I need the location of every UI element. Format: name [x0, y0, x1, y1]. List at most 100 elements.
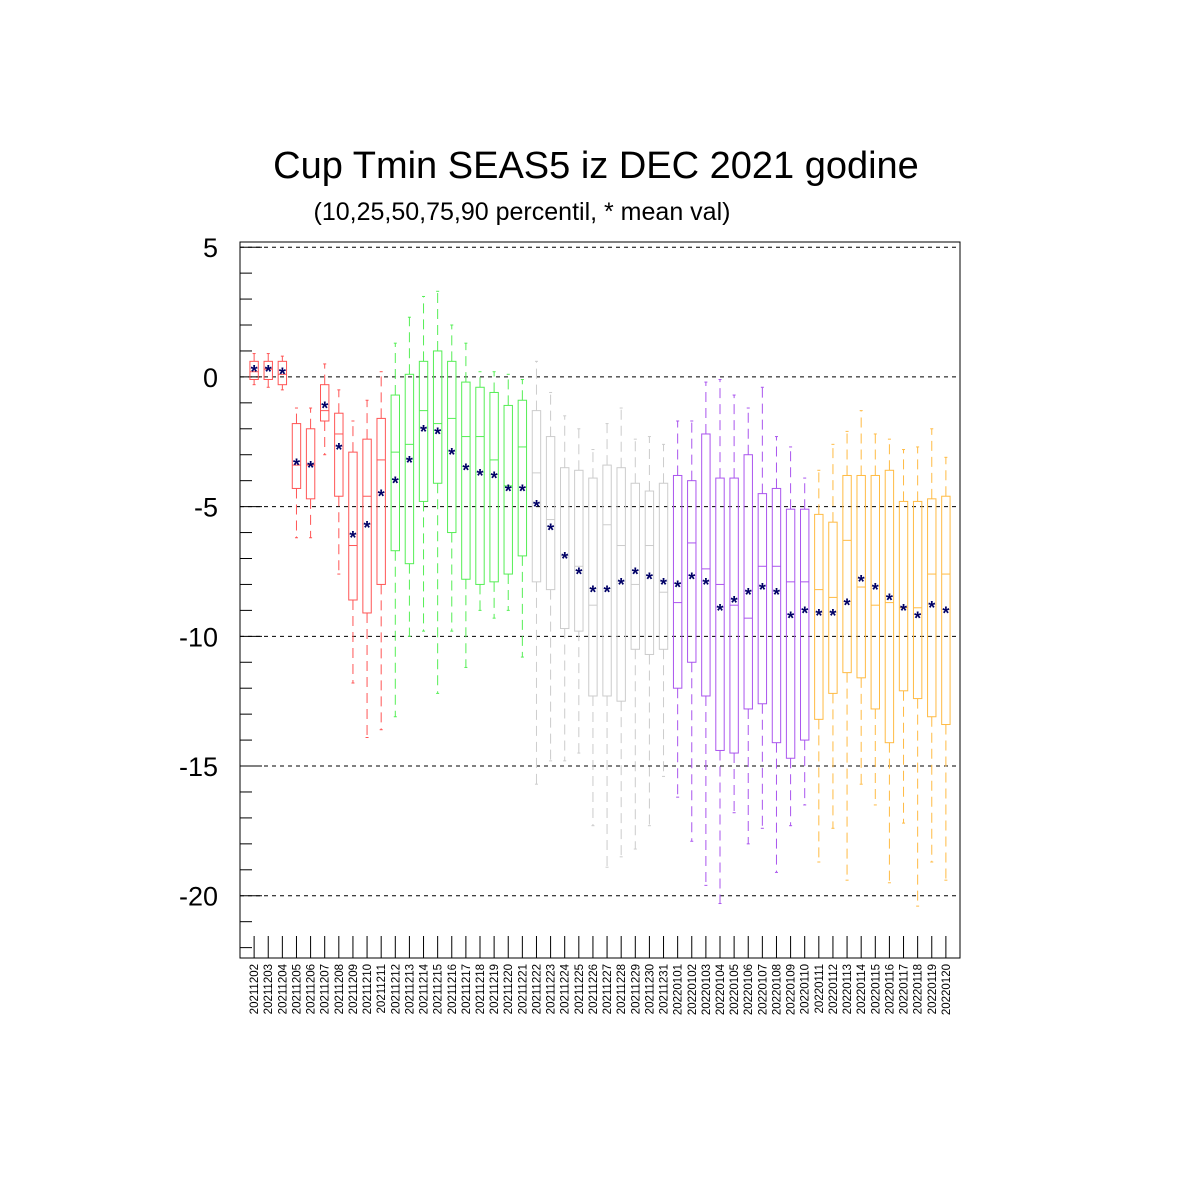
- iqr-box: [588, 477, 598, 697]
- x-tick-label: 20220118: [913, 964, 925, 1014]
- mean-marker: *: [731, 593, 738, 613]
- box-20220119: [927, 428, 937, 863]
- x-tick-label: 20220104: [715, 963, 727, 1015]
- box-20220112: [828, 443, 838, 829]
- iqr-box: [800, 508, 810, 741]
- iqr-box: [574, 469, 584, 632]
- mean-marker: *: [928, 598, 935, 618]
- plot-frame: [239, 241, 961, 959]
- iqr-box: [856, 474, 866, 679]
- mean-marker: *: [434, 424, 441, 444]
- iqr-box: [277, 360, 288, 386]
- mean-marker: *: [392, 474, 399, 494]
- box-20220105: [729, 394, 739, 814]
- iqr-box: [432, 350, 443, 484]
- x-tick-label: 20211225: [574, 964, 586, 1014]
- iqr-box: [658, 482, 669, 650]
- iqr-box: [743, 454, 753, 710]
- x-tick-label: 20211231: [659, 964, 671, 1014]
- iqr-box: [715, 477, 725, 751]
- iqr-box: [348, 451, 358, 601]
- box-20220120: [941, 456, 951, 881]
- iqr-box: [320, 384, 330, 422]
- mean-marker: *: [519, 481, 526, 501]
- box-20211220: [503, 373, 513, 611]
- mean-marker: *: [321, 398, 328, 418]
- iqr-box: [729, 477, 739, 754]
- x-tick-label: 20220114: [856, 963, 868, 1014]
- x-tick-label: 20220105: [729, 964, 741, 1015]
- iqr-box: [503, 404, 513, 575]
- box-20211215: [432, 290, 443, 694]
- box-20211211: [376, 371, 386, 731]
- box-20211216: [447, 324, 457, 632]
- iqr-box: [912, 500, 923, 700]
- box-20220115: [870, 433, 880, 806]
- box-20211230: [644, 436, 655, 827]
- x-tick-label: 20211227: [602, 964, 614, 1014]
- box-20220108: [771, 436, 782, 873]
- box-20220118: [912, 446, 923, 907]
- box-20211217: [461, 342, 471, 668]
- mean-marker: *: [618, 575, 625, 595]
- iqr-box: [898, 500, 909, 692]
- box-20211219: [489, 371, 499, 619]
- x-axis: 20211202 20211203 20211204 20211205 20211206…: [249, 936, 953, 1015]
- iqr-box: [672, 474, 683, 689]
- x-tick-label: 20211230: [644, 964, 656, 1014]
- x-tick-label: 20220119: [927, 964, 939, 1014]
- mean-marker: *: [660, 575, 667, 595]
- box-20211210: [362, 399, 372, 738]
- iqr-box: [390, 394, 400, 552]
- mean-marker: *: [265, 362, 272, 382]
- x-tick-label: 20211218: [475, 964, 487, 1014]
- x-tick-label: 20211210: [362, 964, 374, 1014]
- box-20211221: [517, 378, 528, 658]
- x-tick-label: 20220107: [757, 964, 769, 1015]
- mean-marker: *: [589, 583, 596, 603]
- y-tick-label: -5: [194, 493, 218, 523]
- x-tick-label: 20220120: [941, 964, 953, 1015]
- mean-marker: *: [914, 609, 921, 629]
- box-20220106: [743, 407, 753, 845]
- box-20220110: [800, 477, 810, 806]
- iqr-box: [602, 464, 612, 697]
- mean-marker: *: [378, 487, 385, 507]
- x-tick-label: 20211217: [461, 964, 473, 1014]
- x-tick-label: 20211216: [447, 964, 459, 1014]
- x-tick-label: 20211226: [588, 964, 600, 1014]
- x-tick-label: 20220102: [687, 964, 699, 1015]
- y-tick-label: -15: [179, 752, 218, 782]
- iqr-box: [461, 381, 471, 580]
- x-tick-label: 20211207: [320, 964, 332, 1014]
- box-20211231: [658, 443, 669, 777]
- mean-marker: *: [491, 468, 498, 488]
- box-20211206: [305, 407, 316, 539]
- x-tick-label: 20211208: [334, 964, 346, 1014]
- x-tick-label: 20211204: [277, 963, 289, 1014]
- iqr-box: [475, 386, 485, 585]
- x-tick-label: 20220103: [701, 964, 713, 1015]
- box-20211212: [390, 342, 400, 718]
- x-tick-label: 20211211: [376, 964, 388, 1013]
- mean-marker: *: [420, 422, 427, 442]
- mean-marker: *: [561, 549, 568, 569]
- iqr-box: [545, 436, 556, 591]
- mean-marker: *: [900, 601, 907, 621]
- box-20220104: [715, 378, 725, 905]
- iqr-box: [870, 474, 880, 710]
- mean-markers: * * * * * * * * * * * * * * * * * * * * * * * * * * * * * * * * * * * * * * * *…: [251, 362, 950, 628]
- mean-marker: *: [829, 606, 836, 626]
- mean-marker: *: [476, 466, 483, 486]
- iqr-box: [927, 498, 937, 718]
- x-tick-label: 20211220: [503, 964, 515, 1014]
- iqr-box: [814, 513, 824, 720]
- x-tick-label: 20220113: [842, 964, 854, 1014]
- iqr-box: [757, 493, 768, 705]
- iqr-box: [785, 508, 796, 759]
- box-20211227: [602, 423, 612, 868]
- x-tick-label: 20211212: [390, 964, 402, 1014]
- mean-marker: *: [801, 603, 808, 623]
- x-tick-label: 20220101: [673, 964, 685, 1015]
- iqr-box: [828, 521, 838, 694]
